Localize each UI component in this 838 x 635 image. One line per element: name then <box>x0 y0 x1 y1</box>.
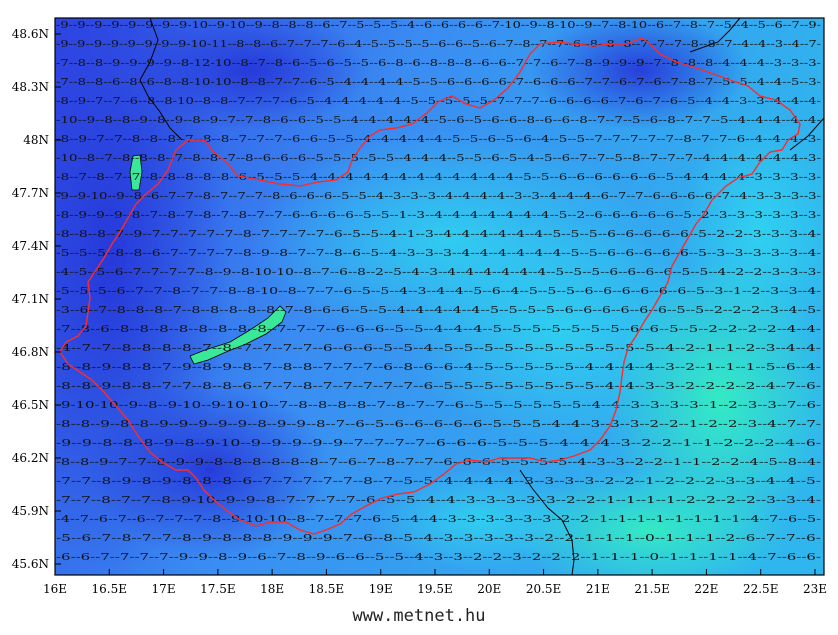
lon-tick-label: 19E <box>369 582 393 596</box>
value-row: -8--9--9--9--8--7--8--7--8--7--8--7--7--… <box>56 211 821 221</box>
lon-tick-label: 20.5E <box>526 582 561 596</box>
lon-tick-label: 16E <box>43 582 67 596</box>
lon-tick-label: 22.5E <box>743 582 778 596</box>
value-row: -5--5--5--8--8--6--7--7--7--7--8--9--8--… <box>56 249 821 259</box>
temperature-field <box>55 18 824 575</box>
lat-tick-label: 47.1N <box>12 292 49 306</box>
lon-tick-label: 22E <box>694 582 718 596</box>
value-row: -8--9--7--7--8--8--8--7--8--8--7--7--7--… <box>56 135 821 145</box>
lake-balaton <box>189 305 287 365</box>
value-row: -9--9--9--9--9--9--9--9-10--9-10--9--8--… <box>56 21 821 31</box>
value-row: -9--9-10--9--8--6--7--7--8--7--7--7--8--… <box>56 192 821 202</box>
value-row: -10--9--8--8--9--8--9--8--9--7--7--8--6-… <box>56 116 821 126</box>
value-row: -3--6--7--8--8--8--7--8--8--8--8--8--7--… <box>56 306 821 316</box>
value-row: -9-10-10--9--8--9-10--9-10-10--7--8--8--… <box>56 401 821 411</box>
lat-tick-label: 46.8N <box>12 345 49 359</box>
lat-tick-label: 48N <box>23 133 49 147</box>
lat-tick-label: 45.6N <box>12 557 49 571</box>
value-row: -7--7--8--9--8--9--8--8--8--6--7--7--7--… <box>56 477 821 487</box>
lat-tick-label: 48.3N <box>12 80 49 94</box>
lon-tick-label: 19.5E <box>417 582 452 596</box>
value-row: -9--9--8--8--8--9--8--9-10--9--9--9--9--… <box>56 439 821 449</box>
value-row: -4--7--7--8--8--8--8--7--8--7--7--7--7--… <box>56 344 821 354</box>
lat-tick-label: 48.6N <box>12 27 49 41</box>
country-borders <box>139 17 825 576</box>
border-east <box>789 117 825 151</box>
value-row: -8--8--9--8--8--7--7--8--8--6--7--7--8--… <box>56 382 821 392</box>
lat-tick-label: 47.7N <box>12 186 49 200</box>
lon-tick-label: 18.5E <box>309 582 344 596</box>
value-row: -6--6--7--7--7--7--9--9--8--9--6--7--8--… <box>56 553 821 563</box>
value-row: -7--7--8--7--7--8--9-10--9--9--8--7--7--… <box>56 496 821 506</box>
value-row: -8--7--8--7--7--8--8--8--8--8--6--5--5--… <box>56 173 821 183</box>
border-ukraine <box>689 17 741 53</box>
lat-tick-label: 45.9N <box>12 504 49 518</box>
value-row: -9--9--9--9--9--9--9--9-10-11--8--8--6--… <box>56 40 821 50</box>
border-austria-slovakia <box>139 17 183 141</box>
value-row: -4--7--6--7--6--7--7--7--8--9-10-10--8--… <box>56 515 821 525</box>
value-row: -10--8--7--8--8--8--7--8--8--7--8--6--6-… <box>56 154 821 164</box>
hungary-border <box>59 37 801 535</box>
value-row: -7--8--8--6--8--6--8--8-10-10--8--8--7--… <box>56 78 821 88</box>
plot-frame <box>54 17 825 576</box>
value-row: -8--8--9--8--8--9--9--9--9--9--8--9--9--… <box>56 420 821 430</box>
lon-tick-label: 16.5E <box>92 582 127 596</box>
value-row: -8--8--8--7--9--7--7--7--7--7--8--7--7--… <box>56 230 821 240</box>
value-row: -5--6--7--8--7--7--8--9--8--8--8--9--9--… <box>56 534 821 544</box>
value-row: -5--5--5--6--7--7--8--7--7--8--8-10--8--… <box>56 287 821 297</box>
lat-tick-label: 46.5N <box>12 398 49 412</box>
lon-tick-label: 18E <box>260 582 284 596</box>
value-row: -8--8--9--8--8--7--9--8--9--8--7--8--8--… <box>56 363 821 373</box>
lat-tick-label: 47.4N <box>12 239 49 253</box>
value-row: -7--8--6--8--8--8--8--8--8--8--8--7--7--… <box>56 325 821 335</box>
latitude-axis: 48.6N 48.3N 48N 47.7N 47.4N 47.1N 46.8N 46.5N 46… <box>12 27 61 571</box>
value-row: -4--5--5--6--7--7--7--7--8--9--8-10-10--… <box>56 268 821 278</box>
lon-tick-label: 17E <box>152 582 176 596</box>
value-row: -7--8--8--9--9--9--9--8-12-10--8--7--8--… <box>56 59 821 69</box>
longitude-axis: 16E 16.5E 17E 17.5E 18E 18.5E 19E 19.5E 20E 20.5E… <box>43 569 827 596</box>
value-row: -8--8--9--7--7--8--9--9--8--8--8--8--8--… <box>56 458 821 468</box>
lon-tick-label: 21E <box>586 582 610 596</box>
border-romania-serbia <box>519 469 575 576</box>
lon-tick-label: 17.5E <box>200 582 235 596</box>
site-credit[interactable]: www.metnet.hu <box>352 606 486 626</box>
lat-tick-label: 46.2N <box>12 451 49 465</box>
lon-tick-label: 21.5E <box>634 582 669 596</box>
lon-tick-label: 23E <box>803 582 827 596</box>
lon-tick-label: 20E <box>477 582 501 596</box>
lake-neusiedl <box>129 154 143 191</box>
value-grid: -9--9--9--9--9--9--9--9-10--9-10--9--8--… <box>56 21 821 563</box>
